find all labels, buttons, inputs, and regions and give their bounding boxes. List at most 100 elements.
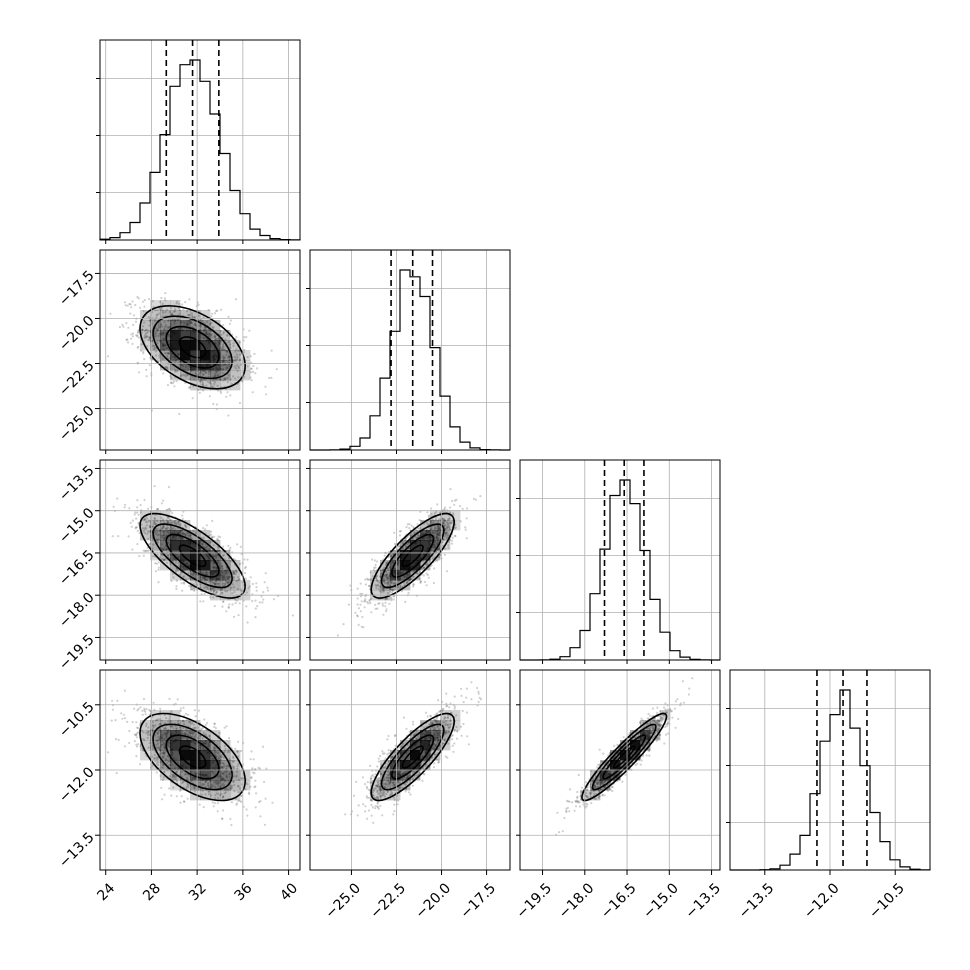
sample-point [148,324,151,327]
sample-point [232,360,235,363]
sample-point [219,378,222,381]
sample-point [447,731,450,734]
sample-point [381,789,384,792]
sample-point [207,371,210,374]
density-bin [200,380,211,391]
sample-point [143,329,146,333]
sample-point [180,533,183,536]
sample-point [217,792,220,795]
sample-point [228,355,231,358]
sample-point [187,313,190,317]
sample-point [382,590,385,593]
sample-point [201,373,204,376]
sample-point [347,603,351,606]
sample-point [146,546,149,549]
sample-point [392,598,395,601]
sample-point [220,817,224,820]
sample-point [213,334,216,337]
sample-point [433,512,436,515]
sample-point [156,538,159,541]
sample-point [376,584,379,587]
sample-point [227,557,231,560]
sample-point [135,334,138,337]
sample-point [225,765,228,768]
sample-point [181,719,184,722]
sample-point [204,793,207,796]
sample-point [230,382,233,386]
sample-point [145,368,148,371]
sample-point [183,523,186,526]
sample-point [213,335,216,338]
sample-point [136,511,139,514]
sample-point [382,589,385,592]
axes-frame [309,459,511,661]
sample-point [237,755,240,758]
sample-point [179,707,182,710]
density-bin [190,320,201,331]
sample-point [204,546,207,549]
sample-point [172,775,175,778]
sample-point [379,585,382,588]
sample-point [229,394,232,397]
sample-point [184,773,187,776]
sample-point [142,738,145,741]
sample-point [224,747,227,750]
sample-point [389,590,392,593]
sample-point [158,308,161,311]
sample-point [161,525,164,528]
sample-point [123,506,126,509]
sample-point [434,527,437,530]
sample-point [217,337,220,340]
panel-content [336,488,482,637]
sample-point [361,776,364,779]
sample-point [213,797,217,800]
sample-point [185,526,188,529]
sample-point [260,595,263,598]
sample-point [117,535,120,538]
sample-point [175,370,178,373]
sample-point [161,527,164,530]
sample-point [379,796,382,799]
sample-point [245,591,248,594]
sample-point [451,499,454,503]
sample-point [388,602,391,605]
sample-point [360,625,363,628]
sample-point [194,372,197,375]
sample-point [162,728,165,731]
density-bin [210,770,221,781]
sample-point [154,719,158,722]
sample-point [206,721,209,725]
sample-point [151,730,154,733]
sample-point [147,537,150,540]
sample-point [232,780,235,784]
sample-point [193,323,196,326]
sample-point [382,587,386,590]
sample-point [427,515,430,518]
sample-point [479,698,483,701]
sample-point [429,520,432,523]
sample-point [213,535,216,538]
sample-point [174,528,177,531]
sample-point [369,597,372,600]
sample-point [194,323,197,327]
sample-point [156,739,159,743]
sample-point [179,709,182,712]
sample-point [203,378,206,381]
sample-point [192,726,195,730]
sample-point [369,777,372,780]
sample-point [385,610,388,613]
sample-point [390,599,393,602]
sample-point [234,747,237,751]
sample-point [380,572,383,576]
sample-point [188,534,191,538]
sample-point [221,588,224,591]
sample-point [180,529,183,532]
sample-point [169,381,173,384]
sample-point [152,724,155,727]
sample-point [128,729,131,733]
sample-point [149,526,152,529]
sample-point [227,580,230,583]
sample-point [238,401,242,405]
sample-point [434,745,437,748]
sample-point [236,784,240,788]
